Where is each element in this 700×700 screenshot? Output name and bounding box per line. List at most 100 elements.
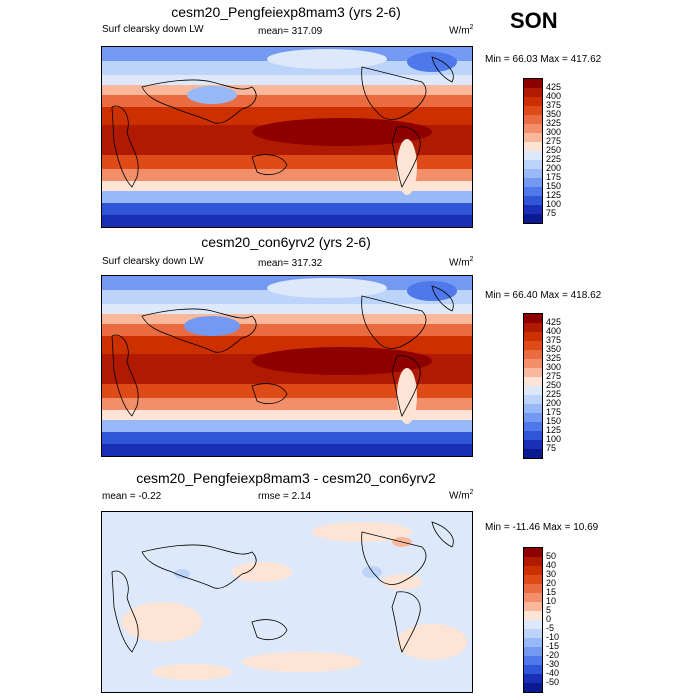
panel-2-colorbar-cell: [524, 440, 542, 449]
panel-3-colorbar-cell: [524, 593, 542, 602]
panel-2-units: W/m2: [449, 256, 474, 269]
panel-2-colorbar-cell: [524, 332, 542, 341]
panel-3-colorbar-cell: [524, 665, 542, 674]
panel-3-colorbar-cell: [524, 584, 542, 593]
panel-2-colorbar-tick: 375: [546, 335, 562, 345]
panel-2-colorbar-cell: [524, 359, 542, 368]
panel-2-minmax: Min = 66.40 Max = 418.62: [485, 290, 602, 301]
panel-2-colorbar-cell: [524, 350, 542, 359]
panel-3-map: [101, 511, 473, 693]
panel-2-colorbar-tick: 350: [546, 344, 562, 354]
panel-1-map: [101, 46, 473, 228]
panel-2-colorbar-tick: 250: [546, 380, 562, 390]
panel-1-colorbar-cell: [524, 214, 542, 223]
panel-1-colorbar-cell: [524, 160, 542, 169]
panel-1-mean: mean= 317.09: [258, 26, 323, 37]
panel-3-colorbar-tick: 15: [546, 587, 557, 597]
panel-1-colorbar-tick: 375: [546, 100, 562, 110]
panel-1-minmax: Min = 66.03 Max = 417.62: [485, 54, 602, 65]
panel-2-colorbar-cell: [524, 377, 542, 386]
panel-3-colorbar-cell: [524, 647, 542, 656]
panel-1-colorbar-tick: 175: [546, 172, 562, 182]
panel-3-colorbar-cell: [524, 566, 542, 575]
panel-2-colorbar-cell: [524, 431, 542, 440]
panel-3-colorbar-tick: -10: [546, 632, 560, 642]
panel-2-colorbar-cell: [524, 314, 542, 323]
panel-1-units: W/m2: [449, 24, 474, 37]
panel-1-colorbar-tick: 300: [546, 127, 562, 137]
panel-2-colorbar-tick: 200: [546, 398, 562, 408]
panel-1-colorbar-tick: 125: [546, 190, 562, 200]
panel-2-colorbar-tick: 275: [546, 371, 562, 381]
panel-2-colorbar-tick: 225: [546, 389, 562, 399]
panel-1-map-svg: [102, 47, 472, 227]
panel-1-colorbar-tick: 350: [546, 109, 562, 119]
panel-1-colorbar-tick: 250: [546, 145, 562, 155]
panel-3-units: W/m2: [449, 489, 474, 502]
panel-3-colorbar-tick: -50: [546, 677, 560, 687]
panel-3-colorbar-cell: [524, 629, 542, 638]
panel-2-colorbar-cell: [524, 341, 542, 350]
panel-3-colorbar-cell: [524, 683, 542, 692]
panel-2-colorbar-tick: 400: [546, 326, 562, 336]
panel-3-colorbar-tick: 40: [546, 560, 557, 570]
panel-1-field-label: Surf clearsky down LW: [102, 24, 204, 35]
panel-1-colorbar-cell: [524, 205, 542, 214]
panel-3-colorbar-cell: [524, 602, 542, 611]
panel-2-colorbar-tick: 125: [546, 425, 562, 435]
panel-3-colorbar-cell: [524, 575, 542, 584]
panel-2-colorbar-cell: [524, 368, 542, 377]
panel-1-colorbar-cell: [524, 79, 542, 88]
panel-1-colorbar-cell: [524, 97, 542, 106]
panel-2-title: cesm20_con6yrv2 (yrs 2-6): [201, 234, 371, 250]
panel-2-colorbar-cell: [524, 404, 542, 413]
panel-1-colorbar-cell: [524, 115, 542, 124]
panel-1-colorbar-cell: [524, 169, 542, 178]
panel-2-colorbar-cell: [524, 395, 542, 404]
panel-3-colorbar-cell: [524, 638, 542, 647]
panel-2-colorbar-cell: [524, 413, 542, 422]
panel-3-colorbar-tick: 5: [546, 605, 552, 615]
panel-3-colorbar-cell: [524, 620, 542, 629]
panel-2-field-label: Surf clearsky down LW: [102, 256, 204, 267]
panel-3-colorbar-tick: 0: [546, 614, 552, 624]
panel-3-map-svg: [102, 512, 472, 692]
panel-2-colorbar-tick: 100: [546, 434, 562, 444]
panel-3-rmse: rmse = 2.14: [258, 491, 312, 502]
panel-1-colorbar-cell: [524, 133, 542, 142]
season-label: SON: [510, 8, 558, 33]
panel-2-colorbar-tick: 175: [546, 407, 562, 417]
panel-1-colorbar-cell: [524, 142, 542, 151]
panel-2-colorbar-tick: 300: [546, 362, 562, 372]
panel-3-colorbar-tick: -5: [546, 623, 555, 633]
panel-2-map-svg: [102, 276, 472, 456]
panel-2-colorbar-tick: 150: [546, 416, 562, 426]
panel-2-map: [101, 275, 473, 457]
panel-1-colorbar-tick: 75: [546, 208, 557, 218]
panel-1-colorbar-tick: 150: [546, 181, 562, 191]
panel-1-colorbar-cell: [524, 124, 542, 133]
panel-3-colorbar-tick: 50: [546, 551, 557, 561]
panel-1-colorbar-tick: 275: [546, 136, 562, 146]
panel-1-colorbar-tick: 200: [546, 163, 562, 173]
panel-3-colorbar-tick: -30: [546, 659, 560, 669]
panel-3-mean: mean = -0.22: [102, 491, 162, 502]
panel-3-colorbar-cell: [524, 656, 542, 665]
panel-3-minmax: Min = -11.46 Max = 10.69: [485, 522, 599, 533]
panel-3-colorbar-cell: [524, 674, 542, 683]
panel-1-colorbar-cell: [524, 88, 542, 97]
panel-1-colorbar-tick: 100: [546, 199, 562, 209]
panel-1-colorbar-cell: [524, 196, 542, 205]
panel-3-colorbar-tick: 10: [546, 596, 557, 606]
panel-2-colorbar: [523, 313, 543, 459]
panel-3-colorbar-tick: -40: [546, 668, 560, 678]
panel-1-colorbar-cell: [524, 151, 542, 160]
panel-3-title: cesm20_Pengfeiexp8mam3 - cesm20_con6yrv2: [136, 470, 436, 486]
panel-1-colorbar-cell: [524, 187, 542, 196]
panel-1-colorbar: [523, 78, 543, 224]
panel-2-colorbar-tick: 425: [546, 317, 562, 327]
panel-2-colorbar-tick: 75: [546, 443, 557, 453]
panel-3-colorbar-tick: -20: [546, 650, 560, 660]
panel-1-colorbar-cell: [524, 106, 542, 115]
panel-1-colorbar-tick: 425: [546, 82, 562, 92]
